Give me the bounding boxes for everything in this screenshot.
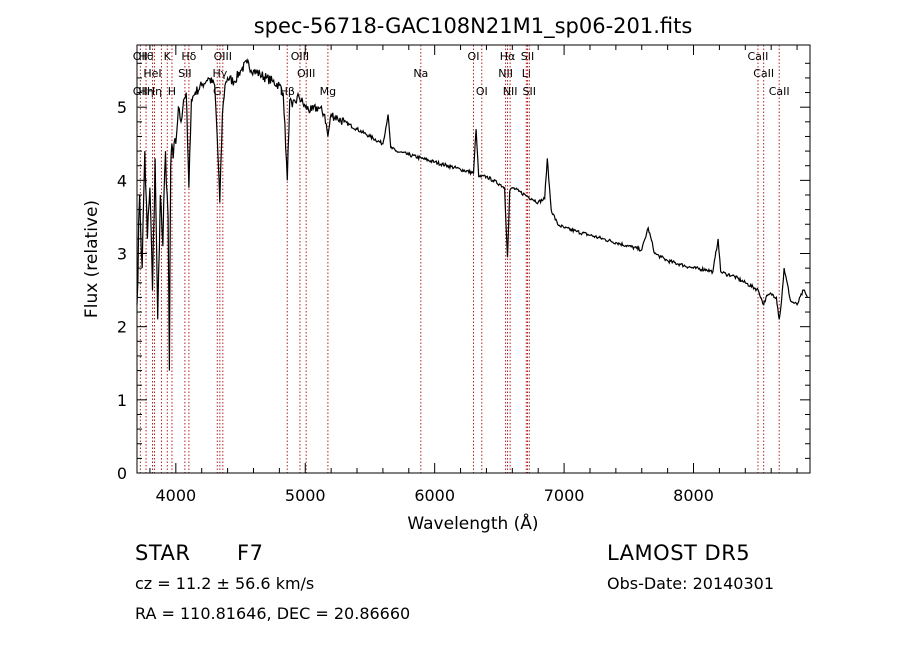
line-label-3-bot: Hη [147, 85, 162, 98]
line-label-7-mid: SII [178, 67, 191, 80]
line-label-21-bot: NII [503, 85, 518, 98]
x-tick-label-8000: 8000 [673, 486, 714, 505]
line-label-13-top: OIII [291, 50, 309, 63]
x-tick-label-6000: 6000 [414, 486, 455, 505]
line-label-24-bot: SII [523, 85, 536, 98]
line-label-8-top: Hδ [181, 50, 196, 63]
y-axis-label: Flux (relative) [82, 200, 102, 318]
observation-date: Obs-Date: 20140301 [607, 574, 775, 593]
line-label-11-top: OIII [214, 50, 232, 63]
axis-ticks: 4000 5000 6000 7000 8000 0 1 2 3 4 5 [117, 45, 810, 505]
line-label-18-bot: OI [476, 85, 488, 98]
spectrum-series [136, 57, 808, 371]
y-tick-label-2: 2 [117, 318, 127, 337]
line-label-19-mid: NII [498, 67, 513, 80]
line-label-6-bot: H [168, 85, 176, 98]
survey-label: LAMOST DR5 [607, 541, 751, 565]
line-label-15-bot: Mg [320, 85, 336, 98]
line-label-26-mid: CaII [753, 67, 774, 80]
object-class: STAR [135, 541, 191, 565]
object-subclass: F7 [237, 541, 264, 565]
line-label-9-bot: G [213, 85, 222, 98]
y-tick-label-3: 3 [117, 245, 127, 264]
line-label-1-top: Hθ [139, 50, 154, 63]
line-label-17-top: OI [468, 50, 480, 63]
line-label-2-mid: HeI [143, 67, 161, 80]
coordinates-readout: RA = 110.81646, DEC = 20.86660 [135, 604, 411, 623]
x-axis-label: Wavelength (Å) [407, 512, 538, 534]
spectrum-line [136, 57, 808, 371]
line-label-14-mid: OIII [297, 67, 315, 80]
y-tick-label-4: 4 [117, 171, 127, 190]
line-label-27-bot: CaII [769, 85, 790, 98]
x-tick-label-5000: 5000 [285, 486, 326, 505]
line-label-23-top: SII [521, 50, 534, 63]
emission-line-markers: OIIOIIHθHηHeIHηKHSIIHδGHγOIIIHβOIIIOIIIM… [133, 45, 790, 473]
plot-frame [136, 44, 811, 474]
x-tick-label-7000: 7000 [544, 486, 585, 505]
line-label-5-top: K [164, 50, 172, 63]
x-tick-label-4000: 4000 [155, 486, 196, 505]
line-label-1-bot: Hη [138, 85, 153, 98]
line-label-20-top: Hα [500, 50, 516, 63]
line-label-10-mid: Hγ [212, 67, 227, 80]
chart-title: spec-56718-GAC108N21M1_sp06-201.fits [254, 14, 693, 39]
line-label-16-mid: Na [413, 67, 428, 80]
line-label-25-top: CaII [748, 50, 769, 63]
y-tick-label-5: 5 [117, 98, 127, 117]
y-tick-label-1: 1 [117, 391, 127, 410]
y-tick-label-0: 0 [117, 464, 127, 483]
line-label-22-mid: Li [522, 67, 531, 80]
redshift-readout: cz = 11.2 ± 56.6 km/s [135, 574, 315, 593]
